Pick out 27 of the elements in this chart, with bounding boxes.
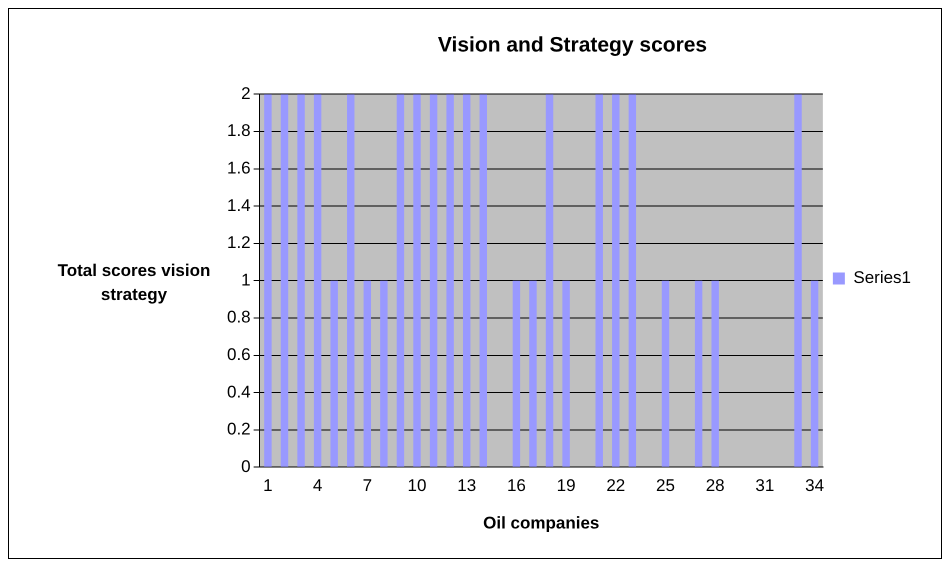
y-tick-label: 0.8 [226, 308, 251, 327]
y-tick-label: 1.4 [226, 196, 251, 215]
chart-title: Vision and Strategy scores [438, 33, 708, 56]
x-tick-label: 7 [362, 476, 372, 496]
y-axis-title: Total scores vision strategy [56, 260, 212, 306]
x-tick-label: 28 [706, 476, 725, 496]
y-tick-label: 2 [241, 84, 251, 103]
y-tick-label: 0.4 [226, 382, 251, 402]
y-tick-label: 1.6 [226, 158, 251, 178]
x-tick-label: 25 [656, 476, 675, 496]
y-tick-label: 0.2 [226, 420, 251, 439]
x-tick-label: 19 [556, 476, 576, 496]
x-tick-label: 10 [408, 476, 426, 496]
x-tick-label: 34 [805, 476, 824, 496]
x-tick-label: 16 [506, 476, 526, 496]
legend-label: Series1 [853, 268, 911, 288]
y-tick-label: 1 [241, 270, 251, 290]
x-tick-label: 4 [312, 476, 322, 496]
x-tick-label: 13 [457, 476, 476, 496]
y-tick-label: 0.6 [226, 344, 251, 364]
x-axis-title: Oil companies [483, 513, 600, 532]
y-tick-label: 0 [241, 456, 251, 476]
y-tick-label: 1.2 [226, 233, 251, 252]
x-tick-label: 31 [755, 476, 774, 496]
x-tick-label: 1 [263, 476, 273, 496]
x-tick-label: 22 [606, 476, 626, 496]
y-tick-label: 1.8 [226, 121, 251, 140]
